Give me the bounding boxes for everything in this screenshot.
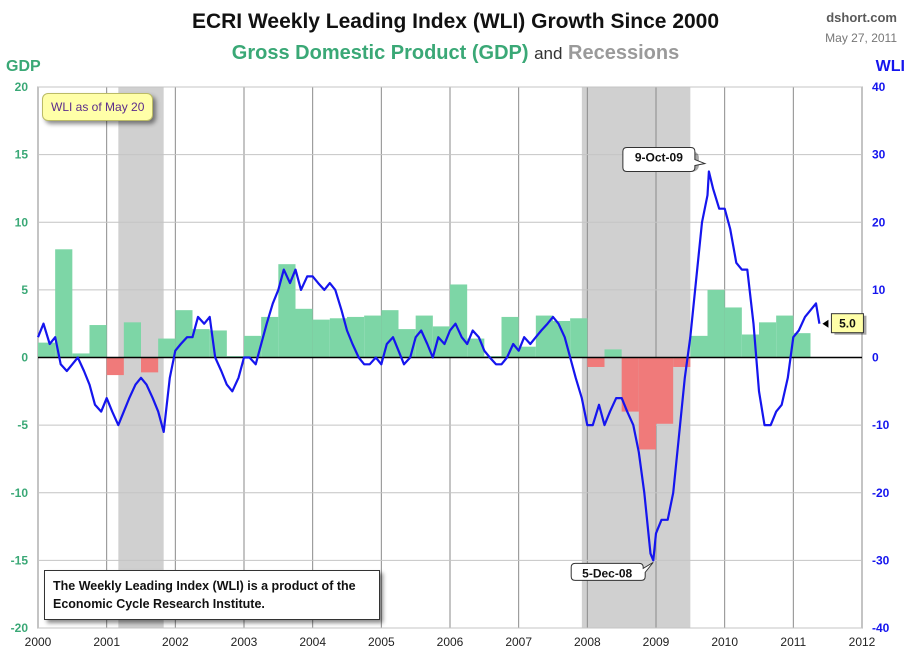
gdp-bar (690, 335, 708, 358)
callout-box (622, 147, 707, 173)
y-left-tick-label: 15 (15, 148, 29, 162)
gdp-bar (244, 335, 262, 358)
gdp-bar (535, 315, 553, 358)
y-right-tick-label: -30 (872, 553, 890, 567)
gdp-bar (312, 319, 330, 358)
subtitle-and: and (534, 44, 563, 63)
date-label: May 27, 2011 (825, 31, 897, 45)
x-tick-label: 2012 (849, 635, 876, 649)
wli-line (36, 170, 821, 562)
x-tick-labels: 2000 2001 2002 2003 2004 2005 2006 2007 2008 2009… (25, 635, 876, 649)
gdp-bar (175, 310, 193, 358)
gdp-bar (724, 307, 742, 358)
y-left-tick-label: 20 (15, 80, 29, 94)
y-right-tick-label: -10 (872, 418, 890, 432)
brand-label: dshort.com (826, 10, 897, 25)
y-left-tick-label: 10 (15, 215, 29, 229)
gdp-bars (38, 249, 811, 450)
subtitle-recessions: Recessions (568, 42, 680, 64)
gdp-bar (89, 325, 107, 358)
y-right-tick-label: -40 (872, 621, 890, 635)
gdp-bar (123, 322, 141, 358)
x-tick-label: 2002 (162, 635, 189, 649)
gdp-bar (518, 346, 536, 358)
y-left-tick-label: -10 (11, 486, 29, 500)
x-tick-label: 2004 (299, 635, 326, 649)
annotations: 9-Oct-09 5-Dec-08 5.0 (570, 147, 867, 581)
gdp-bar (295, 308, 313, 358)
x-tick-label: 2001 (93, 635, 120, 649)
callout-label: 9-Oct-09 (635, 151, 683, 165)
gdp-bar (656, 357, 674, 424)
chart-subtitle: Gross Domestic Product (GDP) and Recessi… (0, 42, 911, 65)
x-tick-label: 2006 (437, 635, 464, 649)
y-axis-right-label: WLI (875, 58, 905, 75)
y-right-tick-label: 40 (872, 80, 886, 94)
gdp-bar (638, 357, 656, 450)
y-left-tick-label: -5 (17, 418, 28, 432)
x-tick-label: 2003 (231, 635, 258, 649)
gdp-bar (141, 357, 159, 373)
gdp-bar (501, 316, 519, 358)
callout-label: 5-Dec-08 (582, 566, 632, 580)
y-right-tick-label: -20 (872, 486, 890, 500)
gdp-bar (621, 357, 639, 412)
subtitle-gdp: Gross Domestic Product (GDP) (231, 42, 529, 64)
gdp-bar (278, 264, 296, 358)
x-tick-label: 2009 (643, 635, 670, 649)
gdp-bar (570, 318, 588, 358)
gdp-bar (604, 349, 622, 358)
gdp-bar (192, 329, 210, 358)
gdp-bar (381, 310, 399, 358)
gdp-bar (329, 318, 347, 358)
y-right-tick-labels: 40 30 20 10 0 -10 -20 -30 -40 (872, 80, 890, 635)
gdp-bar (347, 316, 365, 358)
y-left-tick-label: -15 (11, 553, 29, 567)
x-tick-label: 2011 (780, 635, 806, 649)
gdp-bar (776, 315, 794, 358)
y-left-tick-label: -20 (11, 621, 29, 635)
gdp-bar (707, 289, 725, 358)
gdp-bar (72, 353, 90, 358)
gdp-bar (759, 322, 777, 358)
y-left-tick-label: 5 (21, 283, 28, 297)
gdp-bar (793, 333, 811, 358)
value-label: 5.0 (839, 317, 856, 331)
y-right-tick-label: 30 (872, 148, 886, 162)
gdp-bar (55, 249, 73, 358)
gdp-bar (106, 357, 124, 376)
chart-title: ECRI Weekly Leading Index (WLI) Growth S… (191, 10, 720, 33)
y-left-tick-label: 0 (21, 351, 28, 365)
gdp-bar (158, 338, 176, 358)
gdp-bar (467, 338, 485, 358)
x-tick-label: 2008 (574, 635, 601, 649)
value-pointer (822, 319, 829, 328)
x-tick-label: 2010 (711, 635, 738, 649)
gdp-bar (38, 342, 56, 358)
x-tick-label: 2000 (25, 635, 52, 649)
y-right-tick-label: 20 (872, 215, 886, 229)
gdp-bar (364, 315, 382, 358)
wli-as-of-note: WLI as of May 20 (42, 93, 154, 121)
callout-box (570, 561, 654, 581)
gdp-bar (553, 320, 571, 358)
x-tick-label: 2005 (368, 635, 395, 649)
x-tick-label: 2007 (505, 635, 532, 649)
y-right-tick-label: 10 (872, 283, 886, 297)
source-note: The Weekly Leading Index (WLI) is a prod… (44, 570, 380, 620)
gdp-bar (587, 357, 605, 367)
y-left-tick-labels: 20 15 10 5 0 -5 -10 -15 -20 (11, 80, 29, 635)
y-axis-left-label: GDP (6, 58, 41, 75)
value-box (830, 313, 864, 334)
gdp-bar (673, 357, 691, 367)
y-right-tick-label: 0 (872, 351, 879, 365)
gdp-bar (450, 284, 468, 358)
